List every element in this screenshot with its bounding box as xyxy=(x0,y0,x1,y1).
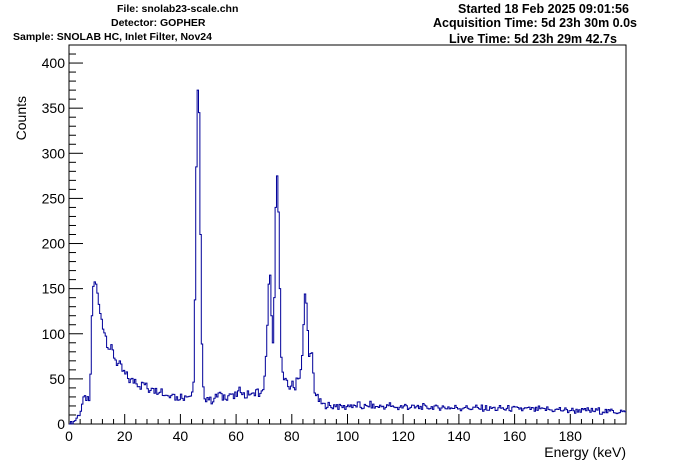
file-label: File: snolab23-scale.chn xyxy=(117,3,239,15)
y-tick-label: 400 xyxy=(42,55,66,71)
x-tick-label: 0 xyxy=(65,428,73,444)
y-tick-label: 100 xyxy=(42,326,66,342)
x-tick-label: 100 xyxy=(336,428,360,444)
acquisition-time-label: Acquisition Time: 5d 23h 30m 0.0s xyxy=(433,16,638,30)
x-tick-label: 20 xyxy=(117,428,133,444)
y-tick-label: 150 xyxy=(42,281,66,297)
y-axis: 0 50 100 150 200 250 300 350 400 xyxy=(42,44,83,432)
sample-label: Sample: SNOLAB HC, Inlet Filter, Nov24 xyxy=(13,31,212,43)
x-tick-label: 60 xyxy=(228,428,244,444)
x-tick-label: 80 xyxy=(284,428,300,444)
x-axis-label: Energy (keV) xyxy=(544,444,626,460)
started-label: Started 18 Feb 2025 09:01:56 xyxy=(458,2,629,16)
detector-label: Detector: GOPHER xyxy=(111,17,206,29)
x-tick-label: 140 xyxy=(447,428,471,444)
y-axis-label: Counts xyxy=(13,96,29,140)
y-tick-label: 250 xyxy=(42,190,66,206)
series-group xyxy=(69,89,626,425)
y-tick-label: 350 xyxy=(42,100,66,116)
y-tick-label: 300 xyxy=(42,145,66,161)
x-axis: 0 20 40 60 80 100 120 140 160 180 xyxy=(65,414,627,444)
y-tick-label: 0 xyxy=(57,416,65,432)
live-time-label: Live Time: 5d 23h 29m 42.7s xyxy=(449,32,617,46)
x-tick-label: 180 xyxy=(559,428,583,444)
x-tick-label: 40 xyxy=(173,428,189,444)
x-tick-label: 120 xyxy=(392,428,416,444)
y-tick-label: 200 xyxy=(42,236,66,252)
y-tick-label: 50 xyxy=(49,371,65,387)
x-tick-label: 160 xyxy=(503,428,527,444)
plot-border xyxy=(68,44,627,425)
series-line-0 xyxy=(69,89,626,425)
plot-frame xyxy=(68,44,627,425)
